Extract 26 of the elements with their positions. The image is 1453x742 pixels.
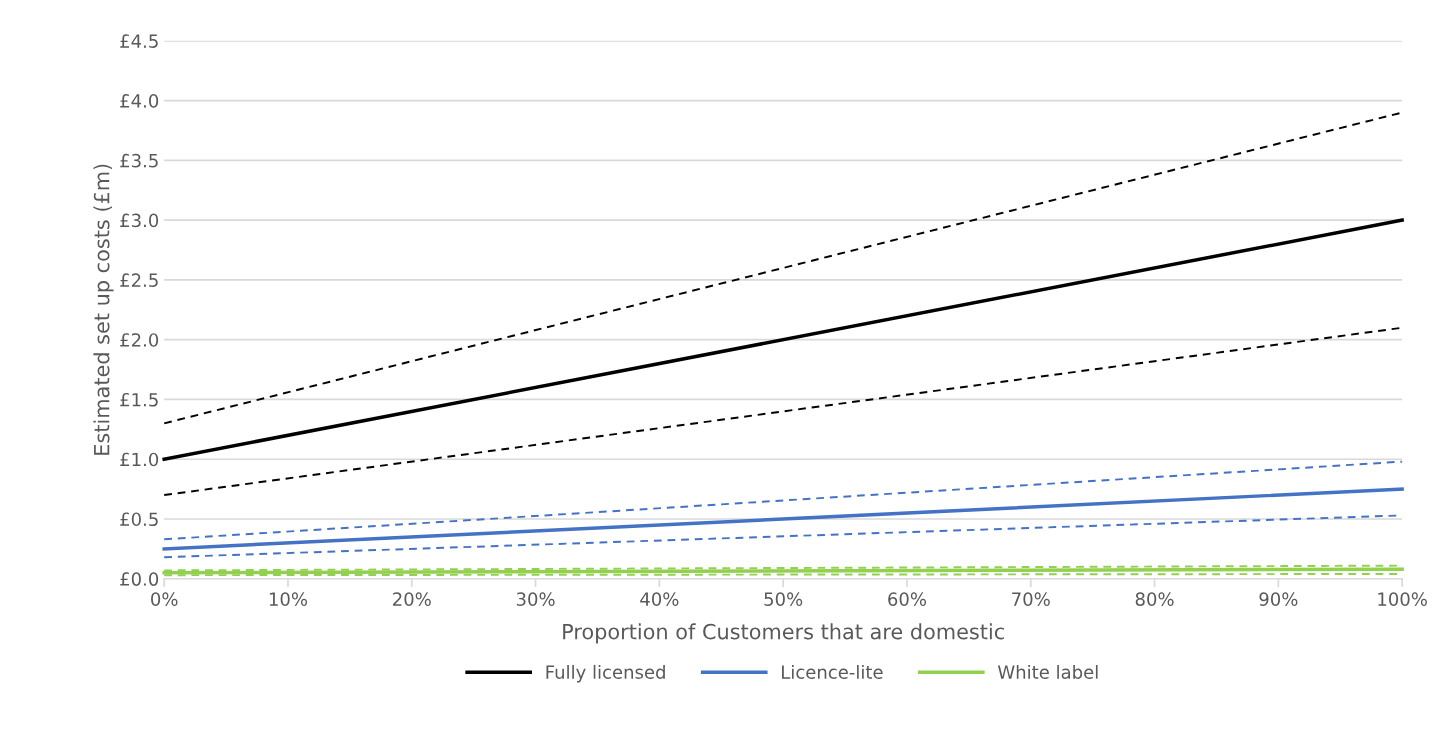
y-axis-title: Estimated set up costs (£m) — [93, 164, 114, 455]
x-tick-label: 90% — [1259, 592, 1298, 606]
y-tick-label: £4.5 — [120, 34, 158, 48]
y-tick-label: £3.0 — [120, 213, 159, 228]
x-tick-label: 40% — [640, 592, 679, 606]
x-tick-label: 100% — [1378, 592, 1427, 606]
y-tick-label: £0.0 — [120, 572, 159, 586]
y-tick-label: £2.0 — [120, 333, 159, 347]
x-tick-label: 80% — [1135, 592, 1174, 606]
x-tick-label: 60% — [888, 592, 927, 606]
y-tick-label: £4.0 — [120, 94, 159, 108]
legend-label: White label — [997, 664, 1098, 679]
y-tick-label: £1.5 — [120, 392, 158, 407]
x-tick-label: 20% — [393, 592, 431, 606]
x-tick-label: 10% — [269, 592, 308, 606]
x-axis-title: Proportion of Customers that are domestic — [563, 623, 1004, 644]
x-tick-label: 70% — [1012, 592, 1050, 606]
x-tick-label: 30% — [516, 592, 555, 606]
y-tick-label: £1.0 — [120, 452, 159, 467]
legend-label: Fully licensed — [546, 664, 665, 683]
y-tick-label: £3.5 — [120, 153, 158, 168]
x-tick-label: 50% — [764, 592, 803, 606]
y-tick-label: £0.5 — [120, 512, 158, 527]
x-tick-label: 0% — [151, 592, 178, 606]
y-tick-label: £2.5 — [120, 273, 158, 288]
legend-label: Licence-lite — [782, 664, 883, 679]
